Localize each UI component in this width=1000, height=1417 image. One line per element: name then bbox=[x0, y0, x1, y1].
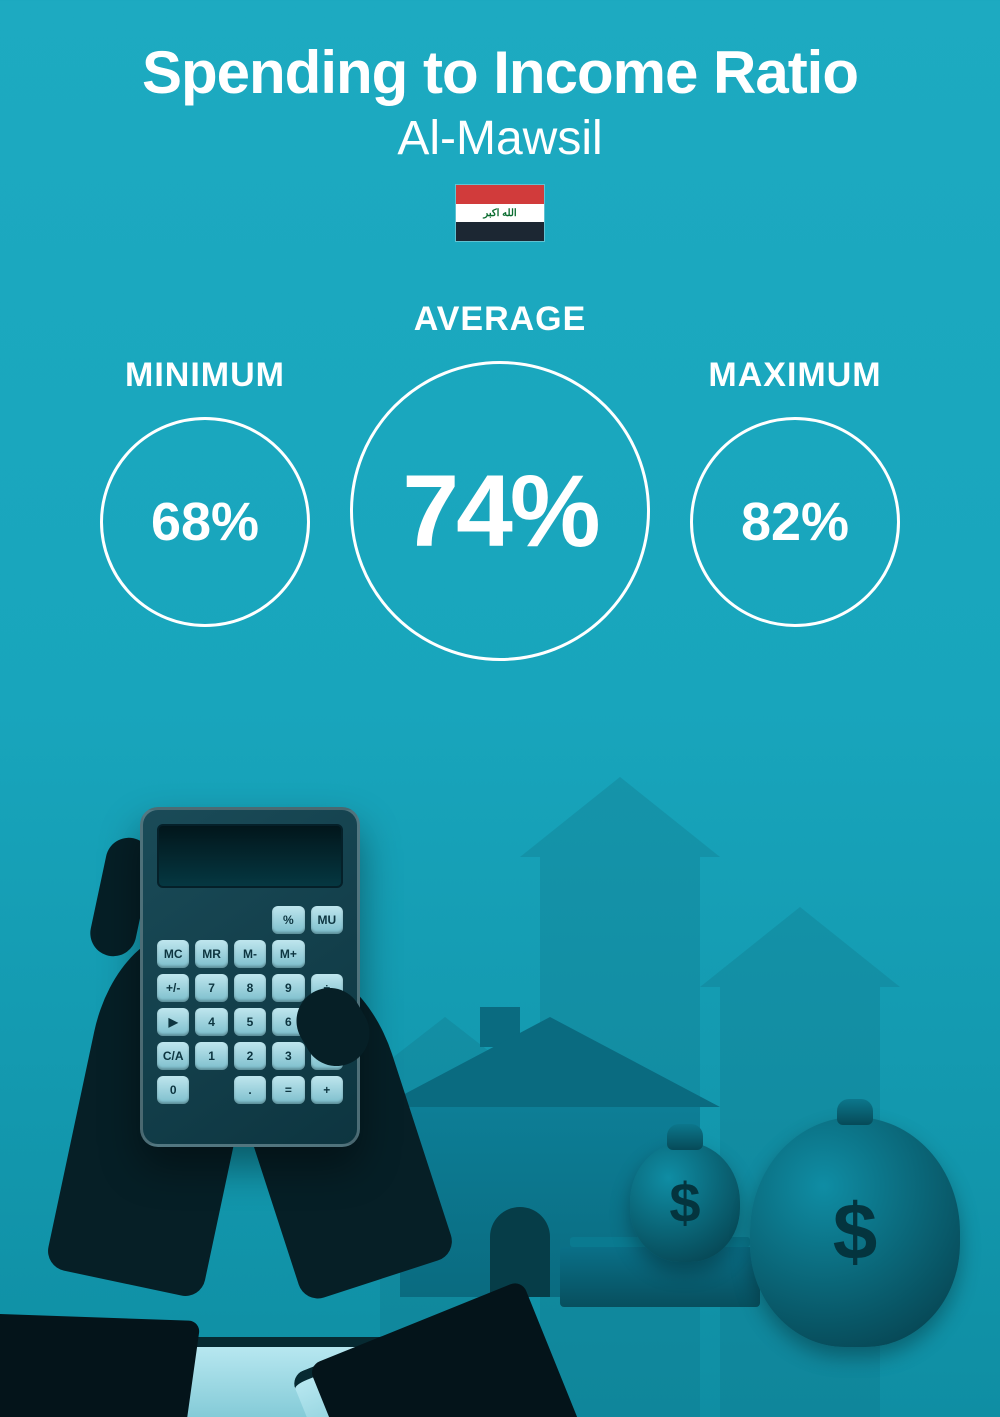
dollar-icon: $ bbox=[750, 1117, 960, 1347]
arrow-icon bbox=[540, 857, 700, 1417]
calculator-key bbox=[195, 906, 227, 934]
calculator-key: MR bbox=[195, 940, 227, 968]
calculator-key: 7 bbox=[195, 974, 227, 1002]
calculator-key: MU bbox=[311, 906, 343, 934]
stat-minimum: MINIMUM 68% bbox=[100, 356, 310, 627]
calculator-key: + bbox=[311, 1076, 343, 1104]
calculator-key: 0 bbox=[157, 1076, 189, 1104]
cuff-icon bbox=[0, 1337, 445, 1417]
calculator-key: 5 bbox=[234, 1008, 266, 1036]
thumb-icon bbox=[284, 976, 381, 1078]
dollar-icon: $ bbox=[630, 1142, 740, 1262]
calculator-key: ▶ bbox=[157, 1008, 189, 1036]
hand-left-icon bbox=[44, 914, 275, 1299]
cash-stack-icon bbox=[560, 1247, 760, 1307]
flag-stripe-bot bbox=[456, 222, 544, 241]
flag-icon: الله اكبر bbox=[455, 184, 545, 242]
calculator-key bbox=[234, 906, 266, 934]
calculator-keys: %MU MCMRM-M+ +/-789÷ ▶456× C/A123− 0.=+ bbox=[157, 906, 343, 1104]
money-bag-icon: $ bbox=[630, 1142, 740, 1262]
calculator-key: 4 bbox=[195, 1008, 227, 1036]
stat-average: AVERAGE 74% bbox=[350, 300, 650, 661]
calculator-key: 8 bbox=[234, 974, 266, 1002]
page-title: Spending to Income Ratio bbox=[0, 38, 1000, 107]
flag-stripe-top bbox=[456, 185, 544, 204]
stat-average-value: 74% bbox=[402, 453, 597, 570]
calculator-key: 1 bbox=[195, 1042, 227, 1070]
calculator-key: C/A bbox=[157, 1042, 189, 1070]
header: Spending to Income Ratio Al-Mawsil الله … bbox=[0, 0, 1000, 242]
calculator-key: . bbox=[234, 1076, 266, 1104]
stat-maximum-value: 82% bbox=[741, 491, 849, 553]
stat-maximum-label: MAXIMUM bbox=[690, 356, 900, 395]
calculator-screen bbox=[157, 824, 343, 888]
stats-row: MINIMUM 68% AVERAGE 74% MAXIMUM 82% bbox=[0, 300, 1000, 661]
calculator-key: MC bbox=[157, 940, 189, 968]
illustration: $ $ %MU MCMRM-M+ +/-789÷ ▶456× C/A123− 0.=+ bbox=[0, 717, 1000, 1417]
calculator-key bbox=[311, 940, 343, 968]
calculator-key: +/- bbox=[157, 974, 189, 1002]
calculator-key: − bbox=[311, 1042, 343, 1070]
stat-average-label: AVERAGE bbox=[350, 300, 650, 339]
stat-minimum-circle: 68% bbox=[100, 417, 310, 627]
house-door-icon bbox=[490, 1207, 550, 1297]
stat-maximum-circle: 82% bbox=[690, 417, 900, 627]
calculator-key: 3 bbox=[272, 1042, 304, 1070]
stat-average-circle: 74% bbox=[350, 361, 650, 661]
stat-minimum-label: MINIMUM bbox=[100, 356, 310, 395]
stat-minimum-value: 68% bbox=[151, 491, 259, 553]
calculator-key: = bbox=[272, 1076, 304, 1104]
sleeve-icon bbox=[0, 1313, 201, 1417]
calculator-key: × bbox=[311, 1008, 343, 1036]
calculator-key: % bbox=[272, 906, 304, 934]
calculator-key: M- bbox=[234, 940, 266, 968]
thumb-icon bbox=[86, 834, 156, 961]
hand-right-icon bbox=[203, 940, 457, 1303]
arrow-icon bbox=[720, 987, 880, 1417]
calculator-key: 9 bbox=[272, 974, 304, 1002]
calculator-key: ÷ bbox=[311, 974, 343, 1002]
calculator-key bbox=[157, 906, 189, 934]
arrow-icon bbox=[380, 1087, 510, 1417]
page-subtitle: Al-Mawsil bbox=[0, 111, 1000, 166]
calculator-icon: %MU MCMRM-M+ +/-789÷ ▶456× C/A123− 0.=+ bbox=[140, 807, 360, 1147]
money-bag-icon: $ bbox=[750, 1117, 960, 1347]
sleeve-icon bbox=[308, 1280, 581, 1417]
calculator-key: 6 bbox=[272, 1008, 304, 1036]
house-chimney-icon bbox=[480, 1007, 520, 1047]
house-icon bbox=[400, 1107, 700, 1297]
flag-stripe-mid: الله اكبر bbox=[456, 204, 544, 223]
calculator-key: 2 bbox=[234, 1042, 266, 1070]
calculator-key: M+ bbox=[272, 940, 304, 968]
cuff-icon bbox=[290, 1305, 500, 1417]
calculator-key bbox=[195, 1076, 227, 1104]
stat-maximum: MAXIMUM 82% bbox=[690, 356, 900, 627]
house-roof-icon bbox=[380, 1017, 720, 1107]
